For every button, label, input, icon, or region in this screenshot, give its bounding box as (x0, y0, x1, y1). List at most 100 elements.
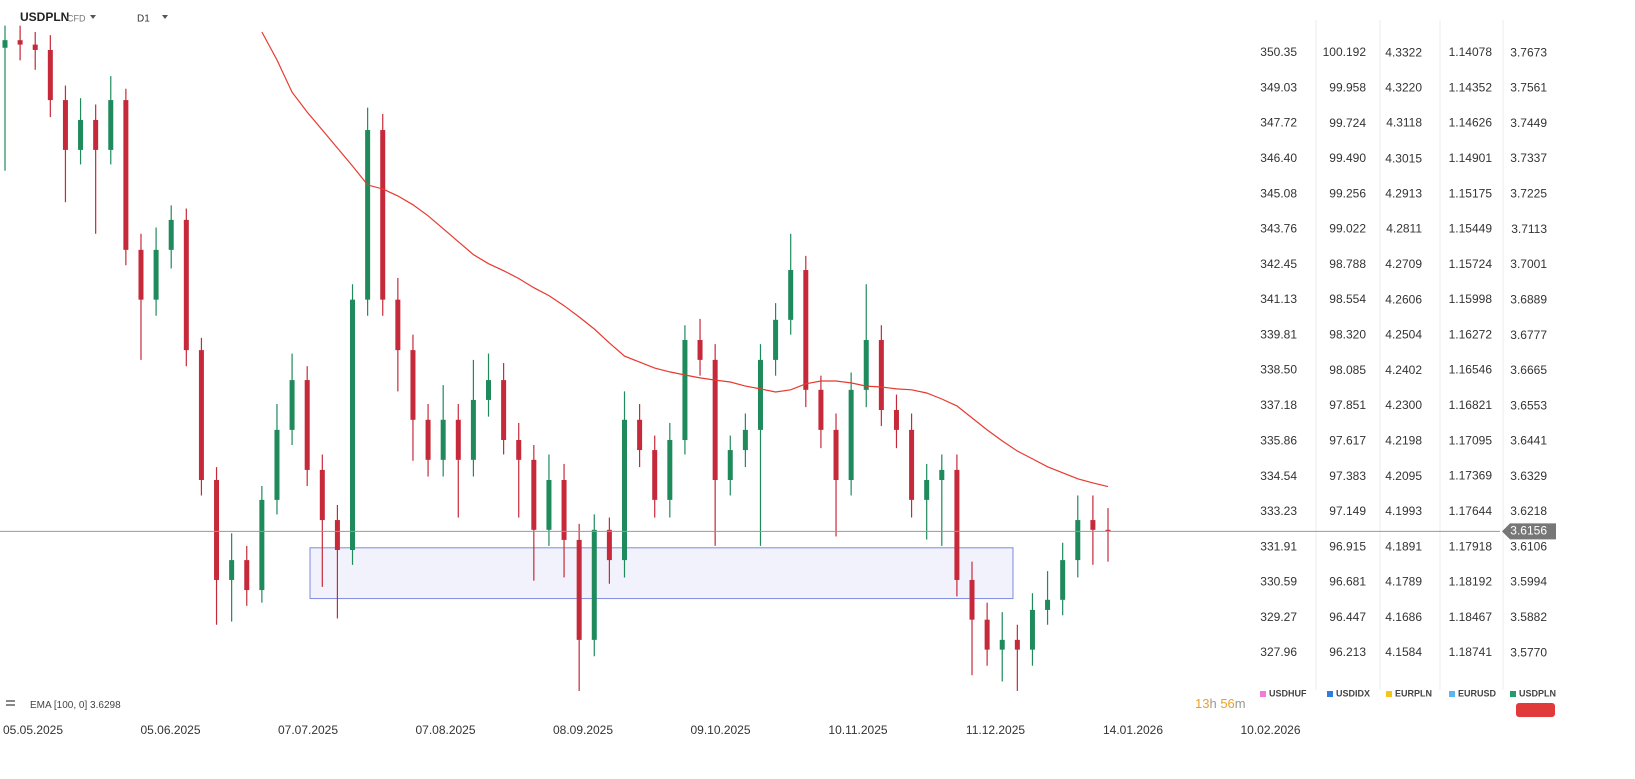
candle-body (78, 119, 84, 150)
symbol-badge[interactable] (1516, 703, 1555, 717)
candle-body (954, 469, 960, 580)
y-tick-label: 329.27 (1260, 610, 1297, 624)
candle-body (682, 340, 688, 440)
y-tick-label: 4.3322 (1385, 45, 1422, 59)
candle-body (244, 560, 250, 591)
candle-body (652, 450, 658, 500)
symbol[interactable]: USDPLN (20, 10, 69, 24)
legend-swatch (1327, 691, 1333, 697)
candle-body (214, 480, 220, 580)
legend-label[interactable]: EURPLN (1395, 688, 1432, 698)
y-tick-label: 3.6218 (1510, 504, 1547, 518)
candle-body (138, 249, 144, 300)
candle-body (183, 219, 189, 351)
y-tick-label: 3.6665 (1510, 363, 1547, 377)
y-tick-label: 1.15449 (1449, 222, 1493, 236)
y-tick-label: 98.085 (1329, 363, 1366, 377)
x-tick-label: 07.07.2025 (278, 723, 338, 737)
y-tick-label: 350.35 (1260, 45, 1297, 59)
y-tick-label: 96.681 (1329, 575, 1366, 589)
interval-dropdown[interactable] (162, 15, 168, 19)
candle-body (803, 270, 809, 390)
candle-body (773, 319, 779, 360)
y-tick-label: 4.2300 (1385, 398, 1422, 412)
candle-body (289, 380, 295, 430)
y-tick-label: 346.40 (1260, 151, 1297, 165)
candle-body (924, 480, 930, 500)
y-tick-label: 341.13 (1260, 292, 1297, 306)
y-tick-label: 4.3220 (1385, 81, 1422, 95)
y-tick-label: 4.2095 (1385, 469, 1422, 483)
candle-body (304, 380, 310, 470)
y-tick-label: 333.23 (1260, 504, 1297, 518)
x-tick-label: 07.08.2025 (415, 723, 475, 737)
candle-body (123, 100, 129, 250)
y-tick-label: 347.72 (1260, 116, 1297, 130)
y-tick-label: 1.18467 (1449, 610, 1493, 624)
candle-body (1090, 520, 1096, 530)
y-tick-label: 3.5770 (1510, 645, 1547, 659)
y-tick-label: 1.18741 (1449, 645, 1493, 659)
y-tick-label: 99.958 (1329, 80, 1366, 94)
countdown: 13h 56m (1195, 696, 1246, 711)
y-tick-label: 3.7113 (1511, 222, 1547, 236)
y-tick-label: 4.2606 (1385, 292, 1422, 306)
y-tick-label: 4.3015 (1385, 151, 1422, 165)
y-tick-label: 1.18192 (1449, 575, 1493, 589)
candle-body (1105, 529, 1111, 532)
candle-body (153, 249, 159, 300)
legend-label[interactable]: USDPLN (1519, 688, 1556, 698)
x-tick-label: 09.10.2025 (690, 723, 750, 737)
candle-body (486, 380, 492, 400)
candle-body (93, 119, 99, 150)
indicator-label: EMA [100, 0] 3.6298 (30, 700, 121, 711)
y-tick-label: 3.5882 (1510, 610, 1547, 624)
candle-body (1014, 639, 1020, 650)
candle-body (410, 350, 416, 420)
candle-body (1060, 560, 1066, 600)
candle-body (108, 100, 114, 150)
candle-body (637, 419, 643, 451)
y-tick-label: 96.447 (1329, 610, 1366, 624)
y-tick-label: 3.6553 (1510, 398, 1547, 412)
y-tick-label: 349.03 (1260, 81, 1297, 95)
candle-body (893, 410, 899, 430)
candle-body (2, 40, 8, 48)
y-tick-label: 99.724 (1329, 116, 1366, 130)
x-tick-label: 14.01.2026 (1103, 723, 1163, 737)
y-tick-label: 3.6106 (1510, 539, 1547, 553)
candle-body (788, 270, 794, 320)
countdown-unit: m (1235, 696, 1246, 711)
y-tick-label: 3.6777 (1510, 328, 1547, 342)
legend-label[interactable]: EURUSD (1458, 688, 1497, 698)
indicator-legend[interactable]: EMA [100, 0] 3.6298 (6, 700, 121, 711)
y-tick-label: 4.1993 (1385, 504, 1422, 518)
x-tick-label: 10.11.2025 (828, 723, 887, 737)
y-tick-label: 3.5994 (1510, 575, 1547, 589)
legend-label[interactable]: USDIDX (1336, 688, 1370, 698)
candle-body (697, 340, 703, 360)
y-tick-label: 98.320 (1329, 327, 1366, 341)
y-tick-label: 339.81 (1260, 328, 1297, 342)
symbol-dropdown[interactable] (90, 15, 96, 19)
candle-body (395, 299, 401, 351)
indicator-name: EMA (30, 700, 52, 711)
y-tick-label: 3.7449 (1510, 116, 1547, 130)
y-tick-label: 4.1891 (1385, 539, 1422, 553)
y-tick-label: 96.213 (1329, 645, 1366, 659)
y-tick-label: 342.45 (1260, 257, 1297, 271)
candle-body (229, 560, 235, 580)
legend-label[interactable]: USDHUF (1269, 688, 1307, 698)
y-tick-label: 1.16546 (1449, 363, 1493, 377)
legend-swatch (1260, 691, 1266, 697)
candle-body (757, 359, 763, 430)
candle-body (667, 439, 673, 500)
y-tick-label: 3.6329 (1510, 469, 1547, 483)
interval[interactable]: D1 (137, 14, 150, 25)
indicator-params: [100, 0] (54, 700, 88, 711)
x-tick-label: 10.02.2026 (1240, 723, 1300, 737)
x-tick-label: 05.05.2025 (3, 723, 63, 737)
candle-body (350, 299, 356, 551)
legend-swatch (1510, 691, 1516, 697)
